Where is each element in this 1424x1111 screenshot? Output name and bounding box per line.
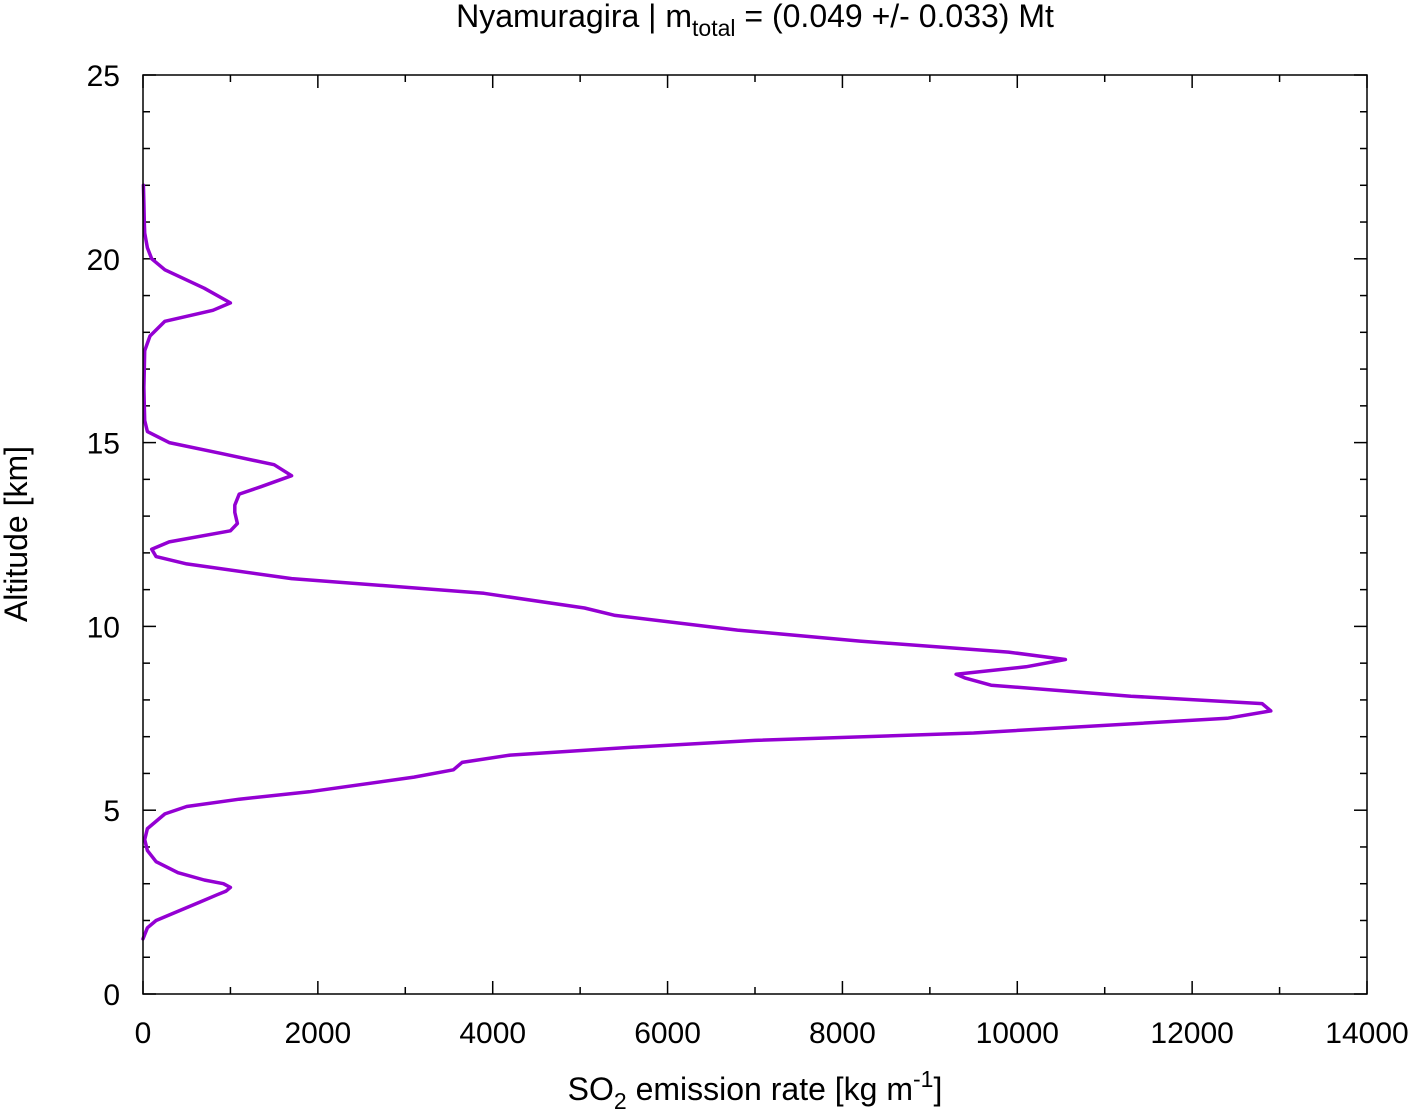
minor-ticks: [143, 75, 1367, 994]
x-tick-label: 6000: [634, 1017, 701, 1050]
major-ticks: [142, 74, 1368, 995]
x-tick-labels: 0 2000 4000 6000 8000 10000 12000 14000: [135, 1017, 1409, 1050]
y-tick-label: 0: [103, 979, 120, 1012]
y-tick-label: 5: [103, 795, 120, 828]
y-axis-label: Altitude [km]: [0, 446, 34, 622]
x-tick-label: 10000: [976, 1017, 1059, 1050]
x-tick-label: 8000: [809, 1017, 876, 1050]
so2-emission-profile-line: [141, 183, 1273, 941]
y-tick-labels: 0 5 10 15 20 25: [87, 60, 120, 1012]
x-axis-label: SO2 emission rate [kg m-1]: [568, 1066, 943, 1111]
x-tick-label: 4000: [459, 1017, 526, 1050]
x-tick-label: 2000: [284, 1017, 351, 1050]
x-tick-label: 12000: [1150, 1017, 1233, 1050]
y-tick-label: 10: [87, 611, 120, 644]
x-tick-label: 14000: [1325, 1017, 1408, 1050]
plot-frame: [142, 74, 1368, 995]
y-tick-label: 20: [87, 244, 120, 277]
chart-title: Nyamuragira | mtotal = (0.049 +/- 0.033)…: [456, 0, 1054, 41]
y-tick-label: 25: [87, 60, 120, 93]
x-tick-label: 0: [135, 1017, 152, 1050]
y-tick-label: 15: [87, 428, 120, 461]
